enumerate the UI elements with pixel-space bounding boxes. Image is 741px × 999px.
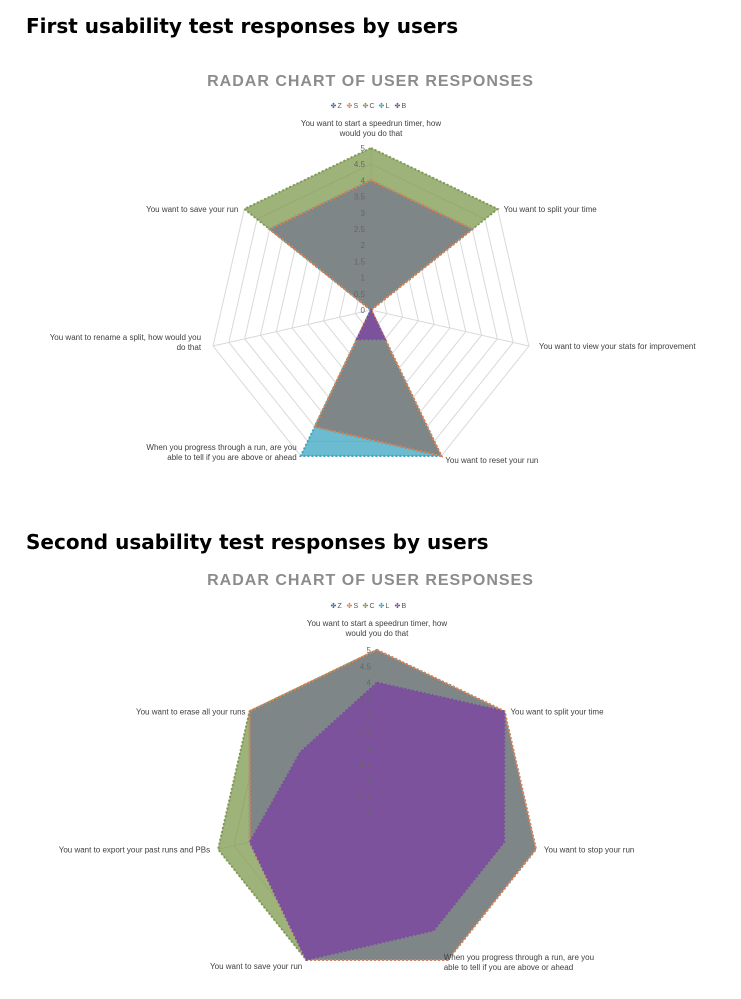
tick-label: 1 [361, 274, 366, 283]
legend-marker-S: ✤ [347, 602, 353, 610]
tick-label: 3.5 [360, 695, 372, 704]
tick-label: 3 [361, 209, 366, 218]
legend-marker-Z: ✤ [331, 102, 337, 110]
legend-item-S: ✤ S [347, 602, 359, 610]
radar-svg: RADAR CHART OF USER RESPONSES✤ Z ✤ S ✤ C ✤ L ✤ B0… [59, 572, 635, 972]
tick-label: 2.5 [360, 728, 372, 737]
tick-label: 4.5 [354, 160, 366, 169]
legend-label-Z: Z [338, 103, 343, 110]
legend-item-C: ✤ C [363, 602, 375, 610]
legend-marker-Z: ✤ [331, 602, 337, 610]
axis-label: You want to save your run [146, 205, 238, 214]
first-radar-chart: RADAR CHART OF USER RESPONSES ✤ Z ✤ S ✤ C ✤ L ✤ B 0… [0, 62, 741, 482]
legend-label-L: L [386, 603, 390, 610]
tick-label: 4 [367, 679, 372, 688]
legend-marker-L: ✤ [379, 102, 385, 110]
axis-label: You want to save your run [210, 962, 302, 971]
axis-label: You want to erase all your runs [136, 707, 246, 716]
chart-title: RADAR CHART OF USER RESPONSES [207, 73, 534, 90]
tick-label: 5 [361, 144, 366, 153]
axis-label: When you progress through a run, are you… [146, 443, 296, 462]
tick-label: 3.5 [354, 193, 366, 202]
legend-label-L: L [386, 103, 390, 110]
axis-label: When you progress through a run, are you… [444, 953, 594, 972]
tick-label: 2 [367, 744, 372, 753]
tick-label: 1.5 [360, 760, 372, 769]
axis-label: You want to split your time [504, 205, 598, 214]
tick-label: 2 [361, 241, 366, 250]
radar-svg: RADAR CHART OF USER RESPONSES✤ Z ✤ S ✤ C ✤ L ✤ B0… [50, 73, 697, 465]
legend-marker-C: ✤ [363, 602, 369, 610]
series-area-B [355, 307, 387, 341]
grid-spoke [370, 309, 530, 347]
tick-label: 4.5 [360, 662, 372, 671]
tick-label: 0.5 [360, 793, 372, 802]
grid-spoke [212, 309, 372, 347]
first-test-heading: First usability test responses by users [26, 14, 459, 38]
tick-label: 0 [361, 306, 366, 315]
tick-label: 0.5 [354, 290, 366, 299]
second-radar-chart: RADAR CHART OF USER RESPONSES ✤ Z ✤ S ✤ C ✤ L ✤ B 0… [0, 565, 741, 995]
tick-label: 0 [367, 809, 372, 818]
legend-item-L: ✤ L [379, 102, 390, 110]
legend-label-C: C [370, 103, 375, 110]
legend-marker-L: ✤ [379, 602, 385, 610]
axis-label: You want to view your stats for improvem… [539, 342, 696, 351]
legend-label-Z: Z [338, 603, 343, 610]
axis-label: You want to start a speedrun timer, how w… [301, 119, 441, 138]
tick-label: 1.5 [354, 257, 366, 266]
tick-label: 5 [367, 646, 372, 655]
legend-item-Z: ✤ Z [331, 102, 343, 110]
second-test-heading: Second usability test responses by users [26, 530, 489, 554]
legend-item-S: ✤ S [347, 102, 359, 110]
legend-item-C: ✤ C [363, 102, 375, 110]
legend-label-B: B [402, 603, 407, 610]
axis-label: You want to split your time [510, 707, 604, 716]
legend-item-B: ✤ B [395, 102, 407, 110]
axis-label: You want to stop your run [544, 845, 634, 854]
chart-title: RADAR CHART OF USER RESPONSES [207, 572, 534, 589]
axis-label: You want to export your past runs and PB… [59, 845, 210, 854]
legend-marker-B: ✤ [395, 602, 401, 610]
legend-label-C: C [370, 603, 375, 610]
legend-item-B: ✤ B [395, 602, 407, 610]
axis-label: You want to rename a split, how would yo… [50, 333, 202, 352]
legend-item-Z: ✤ Z [331, 602, 343, 610]
legend-marker-C: ✤ [363, 102, 369, 110]
legend-label-S: S [354, 603, 359, 610]
tick-label: 3 [367, 711, 372, 720]
legend-label-B: B [402, 103, 407, 110]
legend-marker-B: ✤ [395, 102, 401, 110]
tick-label: 2.5 [354, 225, 366, 234]
tick-label: 4 [361, 176, 366, 185]
series-area-B [248, 681, 506, 962]
legend-label-S: S [354, 103, 359, 110]
legend-item-L: ✤ L [379, 602, 390, 610]
legend-marker-S: ✤ [347, 102, 353, 110]
axis-label: You want to reset your run [445, 456, 538, 465]
tick-label: 1 [367, 776, 372, 785]
axis-label: You want to start a speedrun timer, how w… [307, 619, 447, 638]
